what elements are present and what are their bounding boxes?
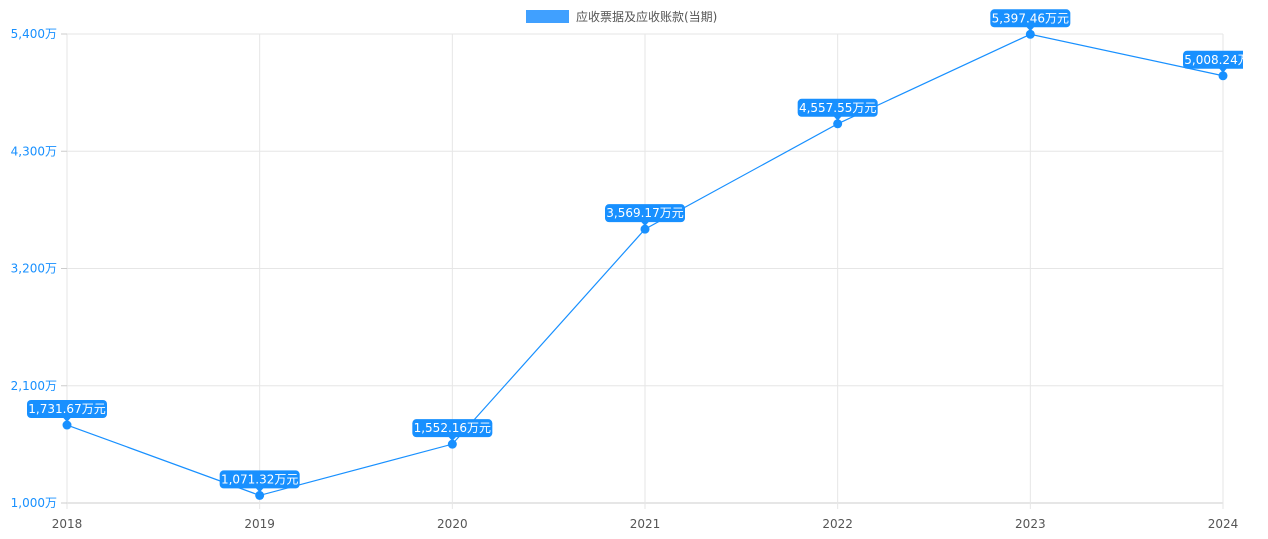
data-label-text: 1,731.67万元 [28,402,105,416]
x-tick-label: 2023 [1015,517,1046,531]
data-label: 3,569.17万元 [605,204,685,227]
data-point [62,420,72,430]
data-label-pointer [641,221,649,227]
data-label-text: 4,557.55万元 [799,101,876,115]
data-label-text: 5,008.24万元 [1184,53,1261,67]
x-tick-label: 2024 [1208,517,1239,531]
data-label: 1,552.16万元 [412,419,493,442]
data-label-box [219,470,300,489]
data-label-text: 3,569.17万元 [606,206,683,220]
y-tick-label: 2,100万 [11,379,57,393]
data-label: 1,731.67万元 [27,400,107,423]
data-label-pointer [1026,26,1035,32]
legend-label: 应收票据及应收账款(当期) [576,9,717,24]
data-label-box [1183,50,1243,69]
data-label-pointer [448,436,457,442]
data-label: 1,071.32万元 [219,470,300,493]
data-label: 5,008.24万元 [1183,50,1261,73]
x-tick-label: 2021 [630,517,661,531]
data-label-pointer [255,487,264,493]
y-tick-label: 3,200万 [11,262,57,276]
x-tick-label: 2019 [244,517,275,531]
y-tick-label: 4,300万 [11,144,57,158]
data-label-pointer [63,417,71,423]
data-label-text: 5,397.46万元 [992,11,1069,25]
data-label-box [990,9,1071,28]
x-tick-label: 2018 [52,517,83,531]
data-label: 4,557.55万元 [797,98,878,121]
data-label-box [605,204,685,223]
data-point [1218,71,1228,81]
data-label: 5,397.46万元 [990,9,1071,32]
data-label-box [27,400,107,419]
data-label-text: 1,071.32万元 [221,472,298,486]
legend[interactable]: 应收票据及应收账款(当期) [526,9,717,24]
data-point [255,490,265,500]
data-point [447,439,457,449]
data-point [1025,29,1035,39]
x-tick-label: 2020 [437,517,468,531]
y-tick-label: 1,000万 [11,496,57,510]
data-label-box [797,98,878,117]
data-point [640,224,650,234]
data-label-box [412,419,493,438]
data-label-pointer [1219,68,1227,73]
legend-swatch [526,10,569,23]
y-tick-label: 5,400万 [11,27,57,41]
data-label-text: 1,552.16万元 [414,421,491,435]
data-label-pointer [833,116,842,121]
data-point [833,119,843,129]
x-tick-label: 2022 [822,517,853,531]
